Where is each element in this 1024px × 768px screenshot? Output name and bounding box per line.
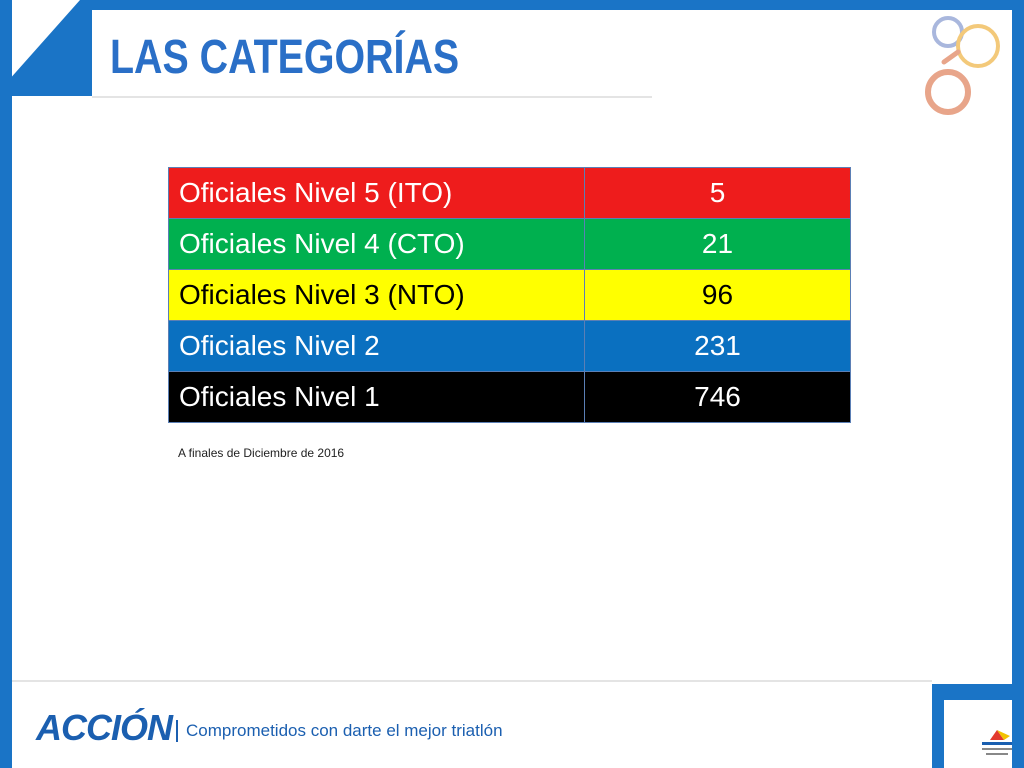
footer-divider bbox=[176, 720, 178, 742]
table-row: Oficiales Nivel 1 746 bbox=[168, 371, 851, 423]
category-count: 746 bbox=[584, 371, 851, 423]
table-row: Oficiales Nivel 4 (CTO) 21 bbox=[168, 218, 851, 270]
table-row: Oficiales Nivel 2 231 bbox=[168, 320, 851, 372]
category-count: 5 bbox=[584, 167, 851, 219]
table-row: Oficiales Nivel 5 (ITO) 5 bbox=[168, 167, 851, 219]
footer-slogan: Comprometidos con darte el mejor triatló… bbox=[186, 721, 503, 740]
category-count: 96 bbox=[584, 269, 851, 321]
rings-logo-icon bbox=[925, 16, 1000, 115]
category-label: Oficiales Nivel 3 (NTO) bbox=[168, 269, 585, 321]
table-row: Oficiales Nivel 3 (NTO) 96 bbox=[168, 269, 851, 321]
category-count: 231 bbox=[584, 320, 851, 372]
category-count: 21 bbox=[584, 218, 851, 270]
accion-logo: ACCIÓN bbox=[36, 707, 173, 748]
category-label: Oficiales Nivel 4 (CTO) bbox=[168, 218, 585, 270]
category-label: Oficiales Nivel 2 bbox=[168, 320, 585, 372]
categories-table: Oficiales Nivel 5 (ITO) 5 Oficiales Nivel … bbox=[168, 167, 851, 423]
category-label: Oficiales Nivel 5 (ITO) bbox=[168, 167, 585, 219]
category-label: Oficiales Nivel 1 bbox=[168, 371, 585, 423]
triathlon-federation-logo-icon bbox=[982, 730, 1012, 755]
page-title: LAS CATEGORÍAS bbox=[110, 31, 460, 84]
date-note: A finales de Diciembre de 2016 bbox=[178, 446, 345, 460]
